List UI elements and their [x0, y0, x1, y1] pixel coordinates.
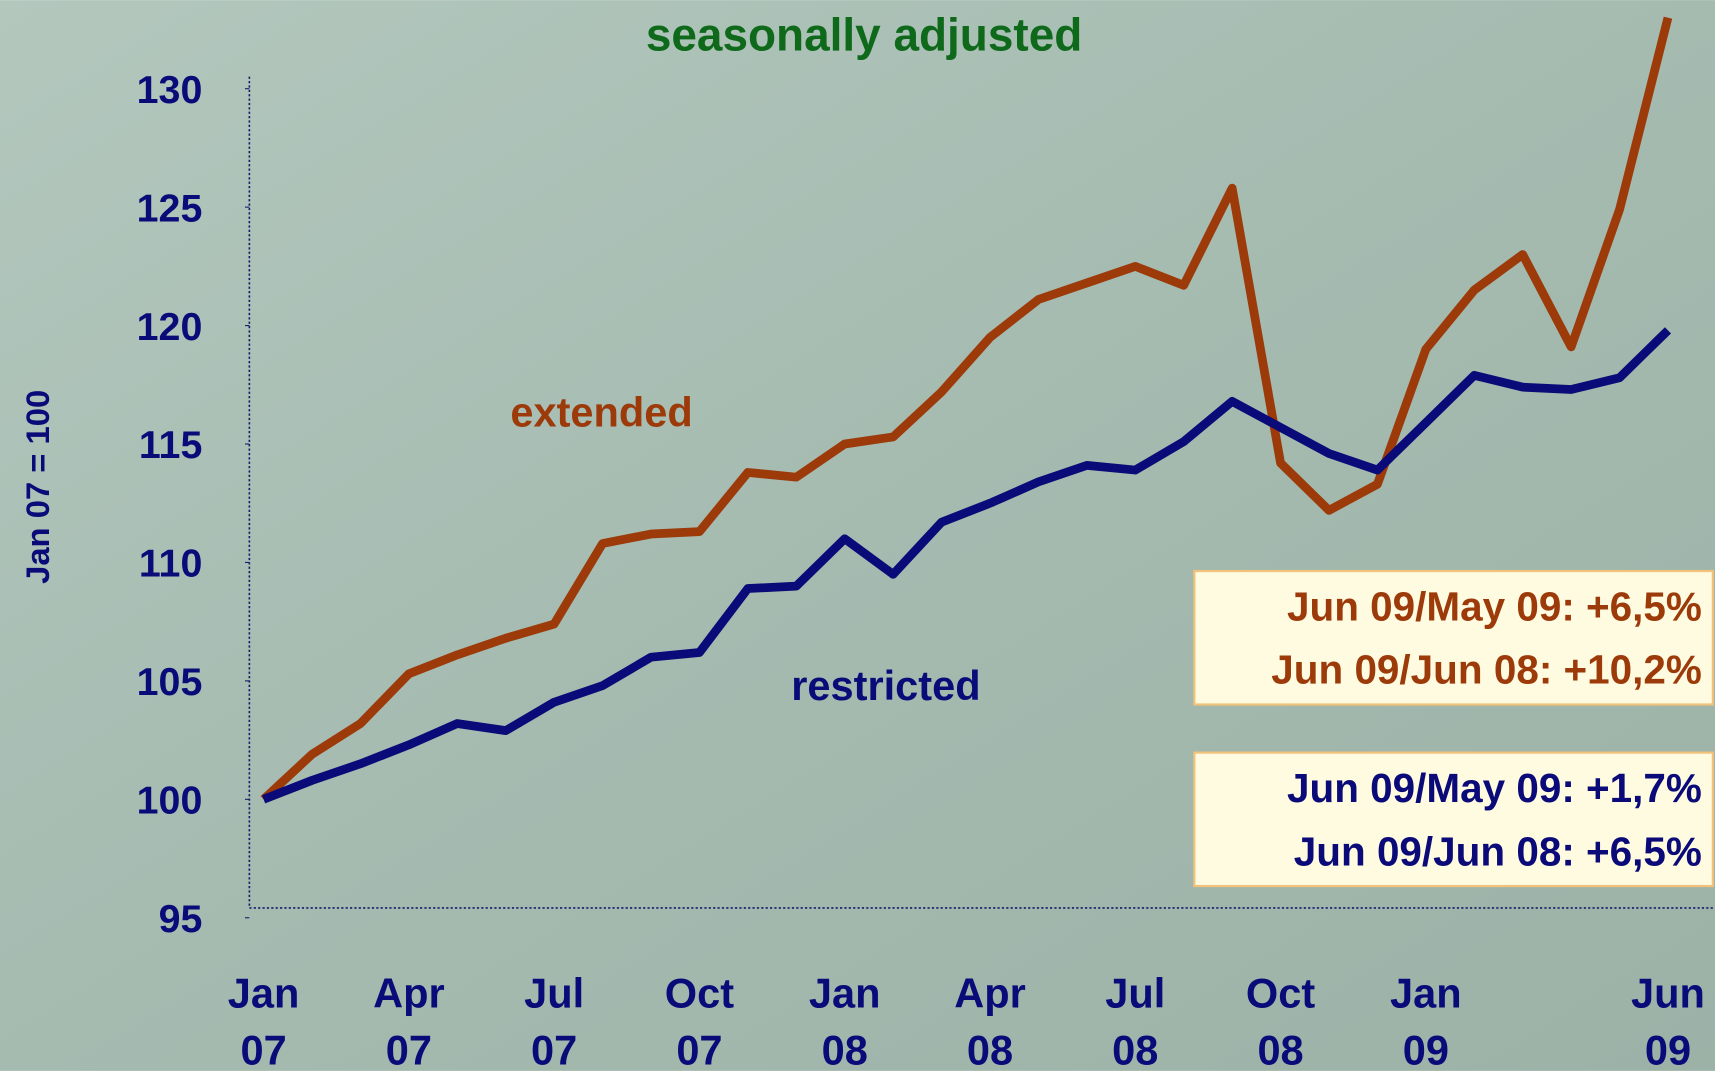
x-tick-label: Jan 08: [809, 969, 881, 1071]
x-tick-label: Apr 07: [373, 969, 445, 1071]
y-tick-label: 110: [139, 542, 203, 586]
annotation-text: Jun 09/Jun 08: +10,2%: [1271, 647, 1702, 693]
y-tick-label: 120: [137, 305, 203, 349]
x-tick-label: Jul 07: [524, 969, 584, 1071]
annotation-box: [1193, 569, 1714, 706]
annotation-box: [1193, 751, 1714, 888]
y-tick-label: 115: [139, 423, 203, 467]
line-series: [260, 16, 1673, 803]
y-axis-label: Jan 07 = 100: [19, 390, 56, 584]
series-label: extended: [510, 389, 692, 436]
x-tick-label: Jun 09: [1631, 969, 1705, 1071]
x-tick-label: Oct 07: [665, 969, 734, 1071]
y-tick-label: 105: [137, 660, 203, 704]
annotation-text: Jun 09/May 09: +1,7%: [1287, 765, 1702, 811]
x-tick-label: Jan 09: [1390, 969, 1462, 1071]
annotation-text: Jun 09/May 09: +6,5%: [1287, 583, 1702, 629]
y-tick-label: 125: [137, 186, 203, 230]
x-tick-label: Jan 07: [228, 969, 300, 1071]
y-tick-label: 95: [159, 897, 203, 941]
line-series: [261, 327, 1672, 804]
annotation-text: Jun 09/Jun 08: +6,5%: [1294, 828, 1702, 874]
x-tick-label: Apr 08: [954, 969, 1026, 1071]
chart-title: seasonally adjusted: [646, 8, 1082, 60]
y-tick-label: 130: [137, 68, 203, 112]
y-tick-label: 100: [137, 779, 203, 823]
x-tick-label: Oct 08: [1246, 969, 1315, 1071]
x-tick-label: Jul 08: [1105, 969, 1165, 1071]
series-label: restricted: [791, 662, 980, 709]
